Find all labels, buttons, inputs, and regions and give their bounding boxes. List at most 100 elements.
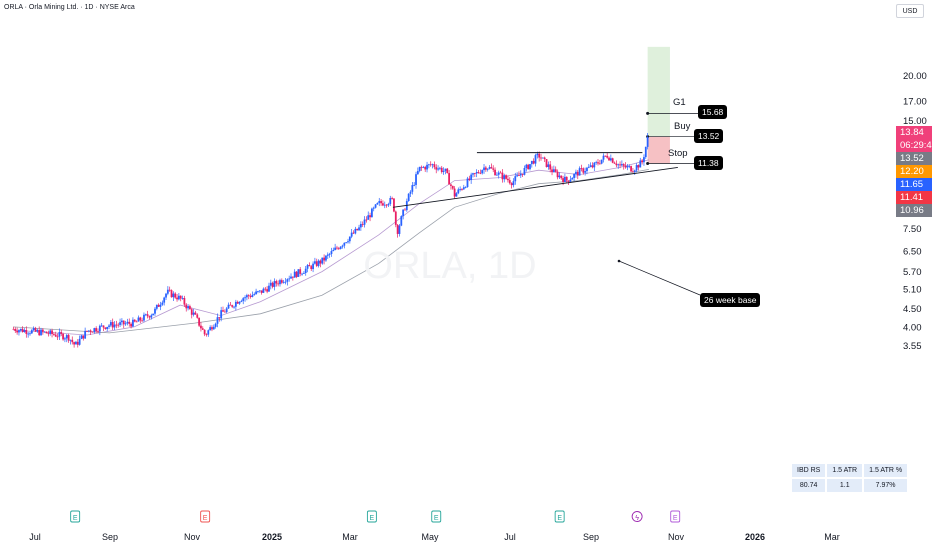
candle-body [571,177,574,180]
candle-body [38,330,41,336]
candle-body [538,153,541,158]
buy-value-box: 13.52 [694,128,724,143]
candle-body [121,320,123,323]
candle-body [251,294,254,297]
candle-body [190,309,193,315]
event-label: E [673,515,678,522]
event-label: E [203,515,208,522]
price-tick-label: 20.00 [903,71,927,82]
stats-value: 1.1 [827,479,863,492]
event-label: E [557,515,562,522]
currency-selector[interactable]: USD [896,4,924,18]
candle-body [108,325,110,327]
candle-body [505,175,507,179]
candle-body [532,160,535,164]
time-tick-label: Nov [184,532,201,542]
candle-body [507,178,509,181]
candle-body [304,268,307,274]
candle-body [245,295,248,298]
candle-body [40,329,42,336]
candle-body [154,308,156,314]
candle-body [556,171,559,178]
candle-body [576,171,579,176]
candle-body [394,211,397,225]
event-label: E [73,515,78,522]
candle-body [194,312,197,315]
candle-body [437,168,439,170]
candle-body [30,330,33,334]
price-tag: 13.84 [896,126,932,140]
earnings-marker [670,510,681,523]
time-tick-label: Sep [583,532,599,542]
candle-body [398,225,401,234]
candle-body [336,247,338,249]
candle-body [225,308,228,313]
candle-body [492,168,495,170]
candle-body [117,324,120,326]
candle-body [168,289,171,291]
candle-body [427,164,430,166]
candle-body [84,330,87,339]
candle-body [378,201,381,203]
candle-body [628,166,631,167]
candle-body [587,166,590,168]
base-leader-dot [617,259,621,263]
candle-body [361,223,364,225]
candle-body [98,325,101,332]
candle-body [600,159,603,164]
candle-body [560,175,563,179]
earnings-marker [366,510,377,523]
candle-body [641,160,644,163]
candle-body [516,175,519,177]
candle-body [619,164,621,166]
candle-body [358,227,360,231]
candle-body [132,319,134,327]
candle-body [257,291,259,293]
candle-body [626,166,629,168]
candle-body [297,269,300,277]
price-tick-label: 6.50 [903,247,922,258]
candle-body [293,271,296,278]
time-tick-label: Sep [102,532,118,542]
candle-body [52,334,55,335]
candle-body [633,170,636,172]
candle-body [598,163,601,165]
candle-body [240,300,243,302]
stats-value: 7.97% [864,479,908,492]
candle-body [413,184,416,186]
bar-countdown-tag: 06:29:49 [896,139,932,153]
candle-body [567,180,570,182]
candle-body [643,157,645,163]
candle-body [527,164,530,170]
candle-body [295,271,298,277]
candle-body [317,260,320,266]
candle-body [288,278,291,280]
candle-body [43,331,46,333]
trend-lines [392,113,701,296]
candle-body [462,187,465,190]
candle-body [29,333,31,335]
candle-body [139,317,142,321]
candle-body [109,322,112,326]
candle-body [326,254,329,256]
candle-body [299,269,302,274]
risk-zone [647,136,670,164]
candle-body [523,167,526,175]
candle-body [205,334,208,336]
candle-body [547,164,550,168]
candle-body [473,173,476,174]
event-label: E [370,515,375,522]
candle-body [440,167,443,173]
candle-body [277,283,280,285]
candle-body [591,165,594,168]
candle-body [586,167,588,172]
candle-body [508,180,511,184]
candle-body [435,167,438,170]
candle-body [308,265,311,267]
candle-body [100,325,103,327]
time-axis[interactable]: Jul Sep Nov 2025 Mar May Jul Sep Nov 2026 Mar [29,532,840,542]
candle-body [196,314,199,318]
target-label: G1 [673,97,686,109]
candle-body [301,273,303,275]
